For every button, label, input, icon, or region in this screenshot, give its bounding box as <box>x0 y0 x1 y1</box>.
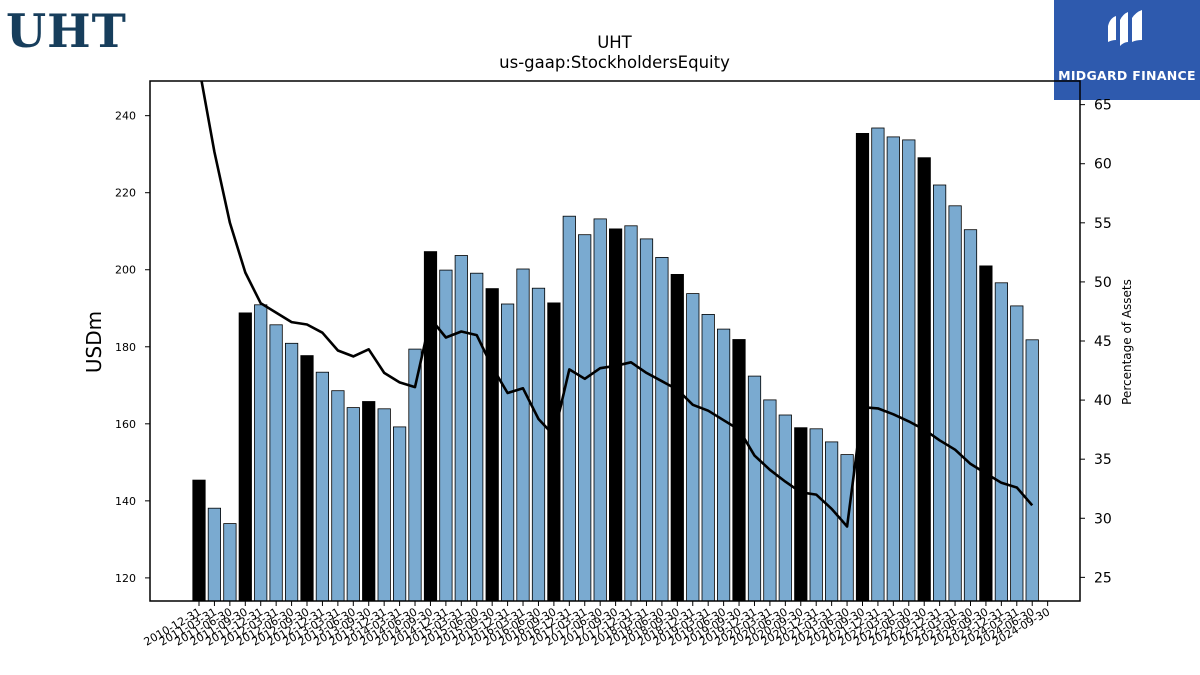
percentage-line <box>200 81 1034 528</box>
bar <box>794 427 808 601</box>
y-tick-label: 120 <box>115 572 136 585</box>
bar <box>979 265 993 601</box>
bar <box>1010 305 1024 601</box>
company-logo-text: UHT <box>6 4 127 58</box>
y2-tick-label: 50 <box>1094 275 1112 291</box>
bar <box>331 390 345 601</box>
bar <box>346 407 360 601</box>
bar <box>531 287 546 601</box>
bar <box>284 342 299 601</box>
bar <box>470 272 484 601</box>
bar <box>547 302 561 601</box>
bar <box>485 288 499 601</box>
y2-tick-label: 35 <box>1094 452 1112 468</box>
chart-title: UHT <box>597 33 632 52</box>
bar <box>423 251 438 601</box>
bar <box>408 348 422 601</box>
bar <box>825 441 839 601</box>
bar <box>207 507 221 601</box>
y-tick-label: 180 <box>115 341 136 354</box>
bar <box>562 215 576 601</box>
bar <box>454 255 468 601</box>
bar <box>948 205 962 601</box>
bar <box>994 282 1009 601</box>
y-tick-label: 240 <box>115 110 136 123</box>
bar <box>578 234 592 601</box>
bar <box>392 426 407 601</box>
bar <box>886 136 900 601</box>
bar <box>192 479 206 601</box>
bar <box>624 225 638 601</box>
line-series <box>200 81 1034 528</box>
bar <box>269 324 283 601</box>
bar <box>670 273 684 601</box>
bar <box>809 428 823 601</box>
bar <box>609 228 623 601</box>
y-tick-label: 220 <box>115 187 136 200</box>
bar <box>701 313 715 601</box>
bar <box>500 303 515 601</box>
bar <box>732 339 746 601</box>
y2-tick-label: 60 <box>1094 157 1112 173</box>
bar-series <box>192 127 1039 601</box>
y-tick-label: 140 <box>115 495 136 508</box>
bar <box>377 408 391 601</box>
brand-logo: MIDGARD FINANCE <box>1054 0 1200 100</box>
bar <box>439 269 453 601</box>
bar <box>655 256 669 601</box>
y2-tick-label: 55 <box>1094 216 1112 232</box>
bar <box>254 304 268 601</box>
y-tick-label: 160 <box>115 418 136 431</box>
bar <box>717 328 731 601</box>
bar <box>963 229 978 601</box>
y2-tick-label: 40 <box>1094 393 1112 409</box>
bar <box>362 401 376 601</box>
bar <box>747 375 762 601</box>
bar <box>763 399 777 601</box>
brand-name: MIDGARD FINANCE <box>1058 68 1196 83</box>
brand-mark-icon <box>1108 10 1142 46</box>
y2-tick-label: 65 <box>1094 98 1112 114</box>
y2-tick-label: 45 <box>1094 334 1112 350</box>
y2-tick-label: 25 <box>1094 570 1112 586</box>
bar <box>917 157 931 601</box>
y2-tick-label: 30 <box>1094 511 1112 527</box>
bar <box>871 127 885 601</box>
bar <box>933 184 947 601</box>
y-tick-label: 200 <box>115 264 136 277</box>
chart-subtitle: us-gaap:StockholdersEquity <box>499 53 730 72</box>
bar <box>238 312 252 601</box>
bar <box>855 132 870 601</box>
bar <box>686 293 700 601</box>
bar <box>315 371 330 601</box>
bar <box>593 218 607 601</box>
bar <box>516 268 530 601</box>
bar <box>840 454 854 601</box>
bar <box>902 139 916 601</box>
bar <box>639 238 654 601</box>
bar <box>223 523 237 601</box>
plot-area: 1201401601802002202402530354045505560652… <box>115 80 1112 649</box>
bar <box>1025 339 1039 601</box>
bar <box>778 414 792 601</box>
y2-axis-label: Percentage of Assets <box>1120 279 1134 405</box>
y-axis-label: USDm <box>82 311 106 373</box>
bar <box>300 355 314 601</box>
